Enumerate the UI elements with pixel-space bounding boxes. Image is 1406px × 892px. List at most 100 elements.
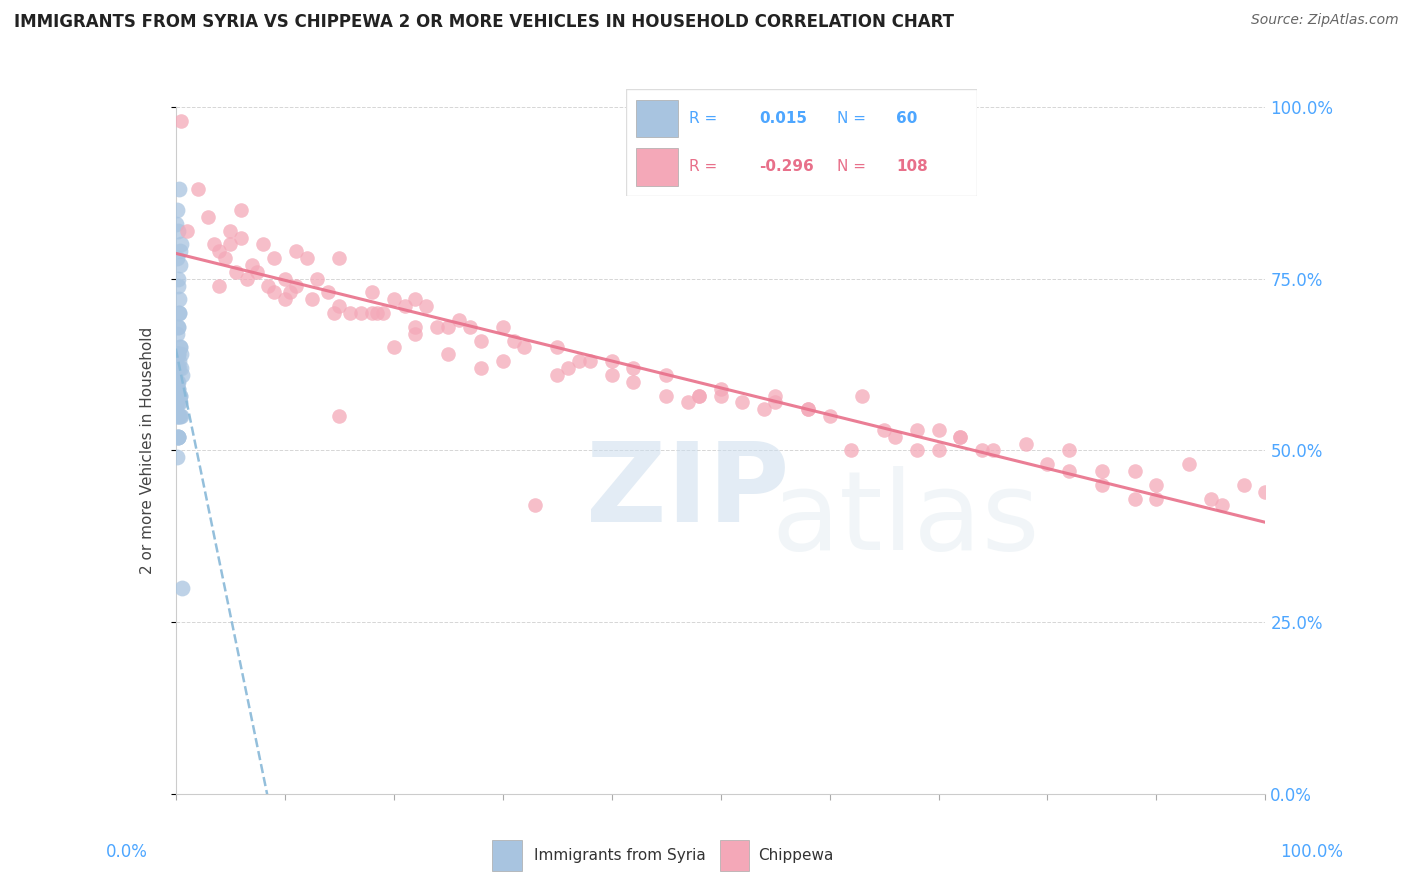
Point bbox=[219, 237, 242, 252]
Point bbox=[166, 202, 188, 217]
Point bbox=[841, 443, 863, 458]
Point bbox=[1211, 499, 1233, 513]
Point bbox=[167, 319, 190, 334]
Point bbox=[1091, 464, 1114, 478]
Point bbox=[214, 251, 236, 265]
Point bbox=[579, 354, 602, 368]
Point bbox=[166, 361, 188, 376]
Point bbox=[167, 388, 190, 402]
Point bbox=[284, 244, 307, 259]
Point bbox=[167, 271, 190, 285]
Point bbox=[169, 244, 191, 259]
Point bbox=[851, 388, 873, 402]
Point bbox=[928, 443, 950, 458]
Point bbox=[166, 409, 188, 424]
Text: Immigrants from Syria: Immigrants from Syria bbox=[534, 848, 706, 863]
Point bbox=[361, 285, 384, 300]
Point bbox=[166, 361, 188, 376]
Point bbox=[167, 382, 190, 396]
Point bbox=[328, 409, 350, 424]
Text: Source: ZipAtlas.com: Source: ZipAtlas.com bbox=[1251, 13, 1399, 28]
Point bbox=[169, 409, 191, 424]
Point bbox=[167, 409, 190, 424]
Point bbox=[167, 395, 190, 409]
Point bbox=[166, 409, 188, 424]
Point bbox=[274, 271, 297, 285]
FancyBboxPatch shape bbox=[492, 840, 522, 871]
Point bbox=[754, 402, 776, 417]
Point bbox=[167, 182, 190, 196]
Point bbox=[170, 361, 193, 376]
Text: R =: R = bbox=[689, 159, 717, 174]
Point bbox=[167, 430, 190, 444]
Point bbox=[208, 244, 231, 259]
Point bbox=[447, 313, 470, 327]
Point bbox=[219, 224, 242, 238]
Point bbox=[905, 423, 928, 437]
Point bbox=[167, 409, 190, 424]
Point bbox=[371, 306, 394, 320]
Point bbox=[600, 368, 623, 382]
Point bbox=[928, 423, 950, 437]
Point bbox=[166, 251, 188, 265]
Point bbox=[263, 251, 285, 265]
Point bbox=[600, 354, 623, 368]
Point bbox=[170, 113, 193, 128]
Point bbox=[167, 354, 190, 368]
Point bbox=[166, 395, 188, 409]
Point bbox=[166, 326, 188, 341]
Point bbox=[166, 375, 188, 389]
Text: ZIP: ZIP bbox=[586, 438, 790, 545]
Point bbox=[394, 299, 416, 313]
Point bbox=[546, 340, 568, 354]
Point bbox=[557, 361, 579, 376]
FancyBboxPatch shape bbox=[626, 89, 977, 196]
Point bbox=[202, 237, 225, 252]
Point bbox=[415, 299, 437, 313]
Point bbox=[1015, 436, 1038, 450]
Point bbox=[166, 347, 188, 361]
Point bbox=[437, 319, 460, 334]
Point bbox=[731, 395, 754, 409]
Point bbox=[621, 375, 644, 389]
Point bbox=[166, 450, 188, 465]
Point bbox=[170, 237, 193, 252]
Point bbox=[231, 202, 253, 217]
Point bbox=[492, 319, 515, 334]
Text: -0.296: -0.296 bbox=[759, 159, 814, 174]
Point bbox=[235, 271, 257, 285]
Point bbox=[165, 375, 187, 389]
Text: R =: R = bbox=[689, 111, 717, 126]
Y-axis label: 2 or more Vehicles in Household: 2 or more Vehicles in Household bbox=[141, 326, 155, 574]
Point bbox=[170, 347, 193, 361]
Point bbox=[165, 217, 187, 231]
Point bbox=[350, 306, 373, 320]
Point bbox=[492, 354, 515, 368]
Point bbox=[621, 361, 644, 376]
Point bbox=[170, 409, 193, 424]
Point bbox=[884, 430, 907, 444]
Point bbox=[676, 395, 699, 409]
Point bbox=[169, 388, 191, 402]
Point bbox=[240, 258, 263, 272]
Point bbox=[405, 326, 427, 341]
Point bbox=[169, 388, 191, 402]
Point bbox=[274, 293, 297, 307]
Point bbox=[426, 319, 449, 334]
Point bbox=[470, 361, 492, 376]
Point bbox=[763, 388, 786, 402]
Point bbox=[1091, 478, 1114, 492]
Point bbox=[710, 388, 733, 402]
Text: 0.0%: 0.0% bbox=[105, 843, 148, 861]
Point bbox=[169, 258, 191, 272]
Point bbox=[167, 430, 190, 444]
FancyBboxPatch shape bbox=[636, 100, 678, 137]
FancyBboxPatch shape bbox=[720, 840, 749, 871]
Point bbox=[949, 430, 972, 444]
Point bbox=[257, 278, 280, 293]
Point bbox=[172, 581, 194, 595]
Point bbox=[167, 347, 190, 361]
Point bbox=[186, 182, 209, 196]
Point bbox=[818, 409, 841, 424]
Point bbox=[165, 402, 187, 417]
